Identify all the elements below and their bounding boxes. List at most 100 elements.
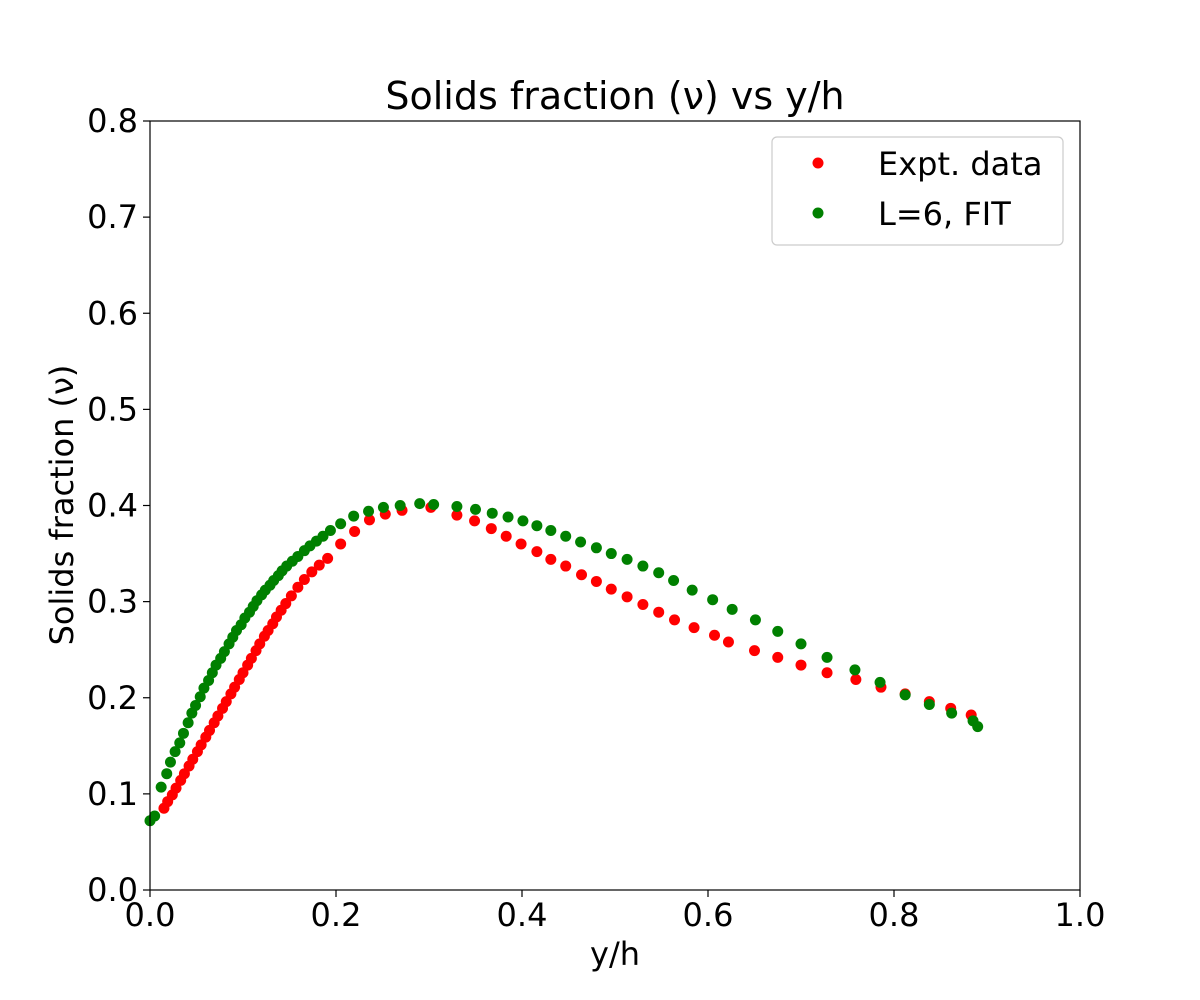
- y-tick-label-3: 0.3: [87, 583, 138, 621]
- point-expt-data-50: [576, 569, 588, 581]
- point-l-6-fit-44: [394, 500, 406, 511]
- point-l-6-fit-6: [174, 737, 186, 749]
- point-l-6-fit-70: [874, 676, 886, 688]
- point-l-6-fit-49: [486, 507, 498, 519]
- y-tick-label-8: 0.8: [87, 102, 138, 140]
- y-tick-label-5: 0.5: [87, 390, 138, 428]
- point-l-6-fit-58: [621, 553, 633, 565]
- point-l-6-fit-72: [923, 698, 935, 710]
- point-l-6-fit-11: [194, 691, 206, 703]
- y-axis: 0.0 0.1 0.2 0.3 0.4 0.5 0.6 0.7 0.8: [87, 102, 150, 909]
- legend-label-fit: L=6, FIT: [878, 195, 1011, 233]
- plot-marks: [144, 498, 984, 827]
- point-expt-data-48: [545, 553, 557, 565]
- point-expt-data-42: [451, 509, 463, 521]
- point-l-6-fit-38: [317, 530, 329, 542]
- point-l-6-fit-65: [749, 614, 761, 626]
- point-l-6-fit-59: [637, 560, 649, 572]
- x-tick-label-5: 1.0: [1055, 896, 1106, 934]
- x-tick-label-0: 0.0: [125, 896, 176, 934]
- point-l-6-fit-61: [668, 574, 680, 586]
- y-tick-label-6: 0.6: [87, 294, 138, 332]
- point-l-6-fit-4: [164, 756, 176, 768]
- point-l-6-fit-54: [560, 530, 572, 542]
- point-expt-data-61: [772, 651, 784, 663]
- x-tick-label-1: 0.2: [311, 896, 362, 934]
- x-tick-label-2: 0.4: [497, 896, 548, 934]
- point-l-6-fit-71: [899, 689, 911, 701]
- point-expt-data-62: [795, 659, 807, 671]
- point-expt-data-51: [590, 575, 602, 587]
- point-l-6-fit-7: [177, 727, 189, 739]
- point-expt-data-34: [313, 559, 325, 571]
- point-expt-data-55: [653, 606, 665, 618]
- point-l-6-fit-73: [946, 707, 958, 719]
- point-expt-data-54: [637, 599, 649, 611]
- point-l-6-fit-2: [155, 781, 167, 793]
- point-expt-data-36: [335, 538, 347, 550]
- point-expt-data-53: [621, 591, 633, 603]
- point-l-6-fit-41: [348, 510, 360, 522]
- chart-title: Solids fraction (ν) vs y/h: [385, 74, 844, 118]
- point-l-6-fit-75: [972, 721, 984, 733]
- point-expt-data-49: [560, 560, 572, 572]
- point-l-6-fit-53: [545, 524, 557, 536]
- point-l-6-fit-62: [686, 584, 698, 596]
- y-tick-label-4: 0.4: [87, 487, 138, 525]
- point-l-6-fit-67: [795, 638, 807, 650]
- point-l-6-fit-48: [470, 503, 481, 515]
- point-l-6-fit-55: [575, 536, 587, 548]
- point-expt-data-59: [722, 636, 734, 648]
- point-l-6-fit-56: [590, 542, 602, 554]
- legend-box: [771, 136, 1064, 246]
- point-expt-data-63: [821, 667, 833, 679]
- point-expt-data-37: [349, 525, 361, 537]
- legend-marker-fit: [812, 207, 824, 219]
- point-expt-data-47: [531, 546, 543, 558]
- legend-marker-expt-data: [812, 157, 824, 169]
- point-expt-data-56: [669, 614, 681, 626]
- point-expt-data-46: [515, 538, 527, 550]
- point-l-6-fit-50: [502, 511, 514, 523]
- y-axis-label: Solids fraction (ν): [43, 365, 81, 646]
- point-l-6-fit-40: [335, 518, 347, 530]
- point-l-6-fit-51: [517, 515, 529, 527]
- point-l-6-fit-63: [707, 594, 719, 606]
- y-tick-label-7: 0.7: [87, 198, 138, 236]
- point-expt-data-44: [485, 523, 497, 535]
- point-expt-data-38: [363, 514, 375, 526]
- x-axis-label: y/h: [590, 935, 640, 973]
- point-expt-data-52: [605, 583, 617, 595]
- point-expt-data-33: [306, 566, 318, 578]
- point-expt-data-43: [469, 515, 481, 527]
- point-l-6-fit-8: [182, 717, 194, 729]
- y-tick-label-2: 0.2: [87, 679, 138, 717]
- point-l-6-fit-57: [605, 548, 617, 560]
- point-expt-data-57: [688, 622, 700, 634]
- point-l-6-fit-43: [377, 501, 389, 513]
- point-l-6-fit-69: [849, 664, 861, 676]
- point-expt-data-29: [280, 598, 292, 610]
- point-expt-data-31: [292, 581, 304, 593]
- point-l-6-fit-52: [531, 520, 543, 532]
- point-expt-data-45: [500, 530, 512, 542]
- point-l-6-fit-60: [653, 567, 665, 579]
- point-expt-data-30: [285, 590, 297, 602]
- point-l-6-fit-3: [161, 768, 173, 780]
- point-expt-data-35: [322, 552, 334, 564]
- point-expt-data-32: [298, 574, 310, 586]
- point-l-6-fit-39: [324, 524, 336, 536]
- point-l-6-fit-1: [149, 810, 161, 822]
- point-l-6-fit-66: [772, 625, 784, 637]
- point-l-6-fit-68: [821, 651, 833, 663]
- x-axis: 0.0 0.2 0.4 0.6 0.8 1.0: [125, 890, 1106, 934]
- x-tick-label-4: 0.8: [869, 896, 920, 934]
- point-expt-data-64: [850, 673, 862, 685]
- point-l-6-fit-64: [726, 603, 738, 615]
- point-expt-data-58: [709, 629, 721, 641]
- legend-label-expt-data: Expt. data: [878, 145, 1042, 183]
- legend: Expt. data L=6, FIT: [771, 136, 1064, 246]
- point-l-6-fit-42: [363, 505, 375, 517]
- point-expt-data-60: [749, 645, 760, 657]
